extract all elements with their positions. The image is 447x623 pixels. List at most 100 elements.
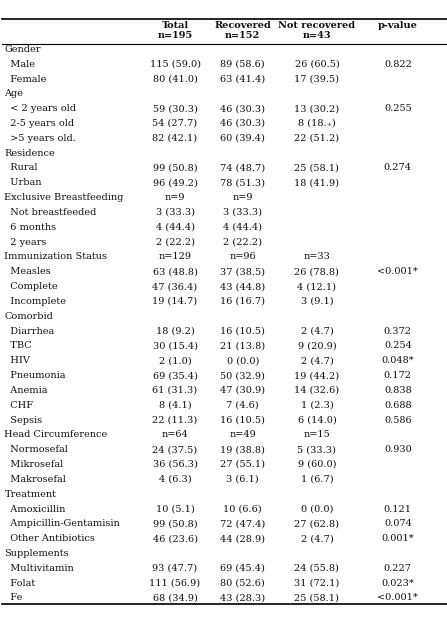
Text: 47 (36.4): 47 (36.4) bbox=[152, 282, 198, 291]
Text: 44 (28.9): 44 (28.9) bbox=[220, 534, 265, 543]
Text: 43 (44.8): 43 (44.8) bbox=[220, 282, 265, 291]
Text: 3 (33.3): 3 (33.3) bbox=[223, 208, 262, 217]
Text: 14 (32.6): 14 (32.6) bbox=[295, 386, 339, 395]
Text: 3 (6.1): 3 (6.1) bbox=[227, 475, 259, 484]
Text: 93 (47.7): 93 (47.7) bbox=[152, 564, 198, 573]
Text: 19 (14.7): 19 (14.7) bbox=[152, 297, 198, 306]
Text: Fe: Fe bbox=[4, 594, 23, 602]
Text: 18 (9.2): 18 (9.2) bbox=[156, 326, 194, 336]
Text: 0 (0.0): 0 (0.0) bbox=[301, 505, 333, 513]
Text: 0.822: 0.822 bbox=[384, 60, 412, 69]
Text: n=33: n=33 bbox=[304, 252, 330, 262]
Text: Complete: Complete bbox=[4, 282, 58, 291]
Text: 30 (15.4): 30 (15.4) bbox=[152, 341, 198, 350]
Text: 36 (56.3): 36 (56.3) bbox=[152, 460, 198, 469]
Text: 27 (55.1): 27 (55.1) bbox=[220, 460, 265, 469]
Text: 74 (48.7): 74 (48.7) bbox=[220, 163, 265, 173]
Text: 0.688: 0.688 bbox=[384, 401, 412, 410]
Text: 17 (39.5): 17 (39.5) bbox=[295, 75, 339, 83]
Text: < 2 years old: < 2 years old bbox=[4, 104, 76, 113]
Text: 2 (1.0): 2 (1.0) bbox=[159, 356, 191, 365]
Text: 2-5 years old: 2-5 years old bbox=[4, 119, 75, 128]
Text: 80 (41.0): 80 (41.0) bbox=[152, 75, 198, 83]
Text: 1 (2.3): 1 (2.3) bbox=[300, 401, 333, 410]
Text: 0.172: 0.172 bbox=[384, 371, 412, 380]
Text: Immunization Status: Immunization Status bbox=[4, 252, 107, 262]
Text: 54 (27.7): 54 (27.7) bbox=[152, 119, 198, 128]
Text: Gender: Gender bbox=[4, 45, 41, 54]
Text: 78 (51.3): 78 (51.3) bbox=[220, 178, 265, 188]
Text: 0 (0.0): 0 (0.0) bbox=[227, 356, 259, 365]
Text: 99 (50.8): 99 (50.8) bbox=[153, 163, 197, 173]
Text: 1 (6.7): 1 (6.7) bbox=[301, 475, 333, 484]
Text: n=64: n=64 bbox=[162, 430, 188, 439]
Text: 24 (37.5): 24 (37.5) bbox=[152, 445, 198, 454]
Text: >5 years old.: >5 years old. bbox=[4, 134, 76, 143]
Text: Makrosefal: Makrosefal bbox=[4, 475, 66, 484]
Text: Head Circumference: Head Circumference bbox=[4, 430, 108, 439]
Text: Mikrosefal: Mikrosefal bbox=[4, 460, 64, 469]
Text: 10 (5.1): 10 (5.1) bbox=[156, 505, 194, 513]
Text: 0.001*: 0.001* bbox=[382, 534, 414, 543]
Text: 19 (38.8): 19 (38.8) bbox=[220, 445, 265, 454]
Text: 5 (33.3): 5 (33.3) bbox=[298, 445, 336, 454]
Text: Recovered
n=152: Recovered n=152 bbox=[214, 21, 271, 40]
Text: Incomplete: Incomplete bbox=[4, 297, 67, 306]
Text: TBC: TBC bbox=[4, 341, 32, 350]
Text: 24 (55.8): 24 (55.8) bbox=[295, 564, 339, 573]
Text: 69 (45.4): 69 (45.4) bbox=[220, 564, 265, 573]
Text: Not recovered
n=43: Not recovered n=43 bbox=[278, 21, 355, 40]
Text: 3 (33.3): 3 (33.3) bbox=[156, 208, 194, 217]
Text: 46 (30.3): 46 (30.3) bbox=[220, 104, 265, 113]
Text: Residence: Residence bbox=[4, 149, 55, 158]
Text: 2 years: 2 years bbox=[4, 237, 47, 247]
Text: 8 (18.₊): 8 (18.₊) bbox=[298, 119, 336, 128]
Text: 0.255: 0.255 bbox=[384, 104, 412, 113]
Text: 4 (12.1): 4 (12.1) bbox=[297, 282, 337, 291]
Text: 2 (22.2): 2 (22.2) bbox=[156, 237, 194, 247]
Text: Multivitamin: Multivitamin bbox=[4, 564, 74, 573]
Text: 0.074: 0.074 bbox=[384, 520, 412, 528]
Text: 21 (13.8): 21 (13.8) bbox=[220, 341, 265, 350]
Text: 6 (14.0): 6 (14.0) bbox=[298, 416, 336, 424]
Text: 0.254: 0.254 bbox=[384, 341, 412, 350]
Text: 2 (4.7): 2 (4.7) bbox=[300, 326, 333, 336]
Text: 89 (58.6): 89 (58.6) bbox=[220, 60, 265, 69]
Text: 9 (20.9): 9 (20.9) bbox=[298, 341, 336, 350]
Text: 80 (52.6): 80 (52.6) bbox=[220, 579, 265, 587]
Text: 16 (10.5): 16 (10.5) bbox=[220, 326, 265, 336]
Text: 2 (22.2): 2 (22.2) bbox=[223, 237, 262, 247]
Text: 37 (38.5): 37 (38.5) bbox=[220, 267, 265, 276]
Text: 60 (39.4): 60 (39.4) bbox=[220, 134, 265, 143]
Text: 4 (6.3): 4 (6.3) bbox=[159, 475, 191, 484]
Text: Anemia: Anemia bbox=[4, 386, 48, 395]
Text: 25 (58.1): 25 (58.1) bbox=[295, 594, 339, 602]
Text: 19 (44.2): 19 (44.2) bbox=[295, 371, 339, 380]
Text: 10 (6.6): 10 (6.6) bbox=[224, 505, 262, 513]
Text: Supplements: Supplements bbox=[4, 549, 69, 558]
Text: Exclusive Breastfeeding: Exclusive Breastfeeding bbox=[4, 193, 124, 202]
Text: Male: Male bbox=[4, 60, 35, 69]
Text: Female: Female bbox=[4, 75, 47, 83]
Text: n=129: n=129 bbox=[159, 252, 191, 262]
Text: 22 (11.3): 22 (11.3) bbox=[152, 416, 198, 424]
Text: 46 (30.3): 46 (30.3) bbox=[220, 119, 265, 128]
Text: 68 (34.9): 68 (34.9) bbox=[152, 594, 198, 602]
Text: Treatment: Treatment bbox=[4, 490, 56, 498]
Text: 63 (48.8): 63 (48.8) bbox=[152, 267, 198, 276]
Text: Diarrhea: Diarrhea bbox=[4, 326, 55, 336]
Text: Measles: Measles bbox=[4, 267, 51, 276]
Text: Rural: Rural bbox=[4, 163, 38, 173]
Text: 50 (32.9): 50 (32.9) bbox=[220, 371, 265, 380]
Text: 2 (4.7): 2 (4.7) bbox=[300, 534, 333, 543]
Text: n=96: n=96 bbox=[229, 252, 256, 262]
Text: 59 (30.3): 59 (30.3) bbox=[152, 104, 198, 113]
Text: n=15: n=15 bbox=[304, 430, 330, 439]
Text: 0.372: 0.372 bbox=[384, 326, 412, 336]
Text: 0.274: 0.274 bbox=[384, 163, 412, 173]
Text: Pneumonia: Pneumonia bbox=[4, 371, 66, 380]
Text: Other Antibiotics: Other Antibiotics bbox=[4, 534, 95, 543]
Text: 82 (42.1): 82 (42.1) bbox=[152, 134, 198, 143]
Text: 6 months: 6 months bbox=[4, 223, 57, 232]
Text: Normosefal: Normosefal bbox=[4, 445, 68, 454]
